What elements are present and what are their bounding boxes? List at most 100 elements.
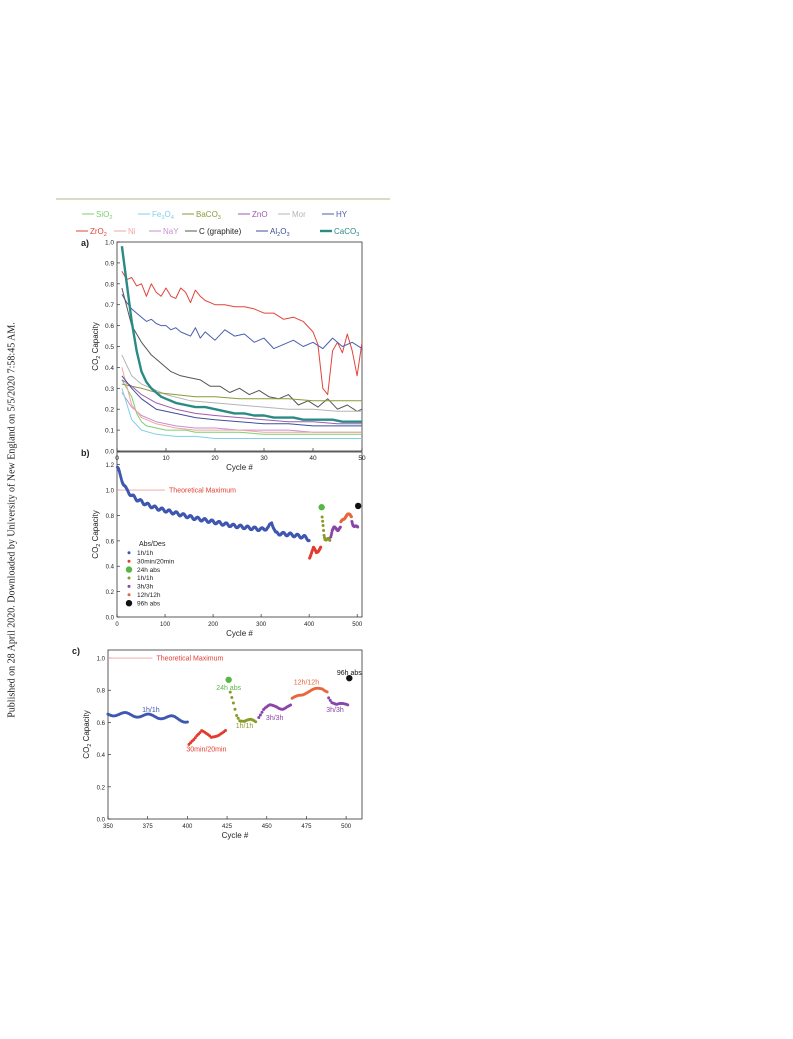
y-axis-label: CO2 Capacity <box>91 510 102 558</box>
x-tick-label: 10 <box>162 455 170 462</box>
y-axis-label: CO2 Capacity <box>82 710 93 758</box>
data-point <box>322 528 326 532</box>
x-tick-label: 450 <box>262 824 273 830</box>
y-tick-label: 0.2 <box>97 785 106 791</box>
data-point <box>328 538 332 542</box>
legend-label: NaY <box>163 227 179 236</box>
x-tick-label: 300 <box>256 622 267 628</box>
data-point <box>231 701 235 705</box>
reference-label: Theoretical Maximum <box>156 656 223 663</box>
y-tick-label: 0.0 <box>106 616 115 622</box>
annotation: 12h/12h <box>294 680 319 687</box>
legend-marker <box>125 566 133 573</box>
data-point <box>289 703 293 707</box>
x-tick-label: 475 <box>301 824 312 830</box>
annotation: 96h abs <box>337 670 362 677</box>
data-point <box>346 674 353 682</box>
legend-label: 24h abs <box>137 567 161 574</box>
legend-marker <box>127 576 131 580</box>
series-line <box>121 367 362 433</box>
data-point <box>257 716 261 720</box>
y-tick-label: 1.2 <box>106 463 115 469</box>
x-tick-label: 400 <box>304 622 315 628</box>
data-point <box>320 515 324 519</box>
x-tick-label: 500 <box>341 824 352 830</box>
reference-label: Theoretical Maximum <box>169 488 236 495</box>
legend-label: BaCO3 <box>196 210 221 221</box>
annotation: 30min/20min <box>186 746 226 753</box>
legend-label: 96h abs <box>137 600 161 607</box>
legend-label: ZrO2 <box>90 227 107 238</box>
data-point <box>223 728 227 732</box>
legend-label: 1h/1h <box>137 575 154 582</box>
y-tick-label: 0.3 <box>105 386 114 393</box>
data-point <box>318 504 325 511</box>
data-point <box>338 525 342 529</box>
figure: SiO2 Fe3O4 BaCO3 ZnO Mor HY ZrO2 Ni NaY C (graphi… <box>60 200 380 855</box>
y-tick-label: 0.6 <box>106 539 115 545</box>
x-tick-label: 30 <box>260 455 268 462</box>
legend-label: Fe3O4 <box>152 210 174 221</box>
data-point <box>321 524 325 528</box>
x-axis-label: Cycle # <box>222 831 249 840</box>
panel-label: b) <box>81 448 90 458</box>
series-line <box>121 388 362 439</box>
data-point <box>327 696 331 700</box>
y-tick-label: 0.2 <box>105 407 114 414</box>
annotation: 1h/1h <box>236 723 254 730</box>
y-tick-label: 1.0 <box>97 657 106 663</box>
data-point <box>233 707 237 711</box>
data-point <box>328 698 332 702</box>
legend-label: HY <box>336 210 348 219</box>
data-point <box>321 519 325 523</box>
x-tick-label: 425 <box>222 824 233 830</box>
y-tick-label: 0.0 <box>97 818 106 824</box>
series-line <box>121 287 363 412</box>
panel-c: 350 375 400 425 450 475 500 0.0 0.2 0.4 0.6 0.8 1.0 C… <box>72 646 363 840</box>
data-point <box>354 502 362 510</box>
series-line <box>120 246 362 423</box>
annotation: 3h/3h <box>266 715 284 722</box>
series-line <box>121 294 363 350</box>
legend-label: 1h/1h <box>137 550 154 557</box>
legend-label: 30min/20min <box>137 558 175 565</box>
y-tick-label: 0.4 <box>97 753 106 759</box>
series-line <box>121 375 362 427</box>
legend-label: C (graphite) <box>199 227 242 236</box>
plot-frame <box>116 451 363 618</box>
data-point <box>236 716 240 720</box>
x-tick-label: 100 <box>160 622 171 628</box>
data-point <box>349 515 353 519</box>
series-line <box>121 271 363 396</box>
data-point <box>260 710 264 714</box>
y-tick-label: 0.1 <box>105 428 114 435</box>
x-tick-label: 40 <box>309 455 317 462</box>
data-point <box>325 690 329 694</box>
legend-marker <box>127 551 131 555</box>
y-tick-label: 0.8 <box>97 689 106 695</box>
y-tick-label: 0.4 <box>105 365 114 372</box>
y-tick-label: 0.9 <box>105 260 114 267</box>
annotation: 3h/3h <box>326 707 344 714</box>
data-point <box>307 539 311 543</box>
top-legend: SiO2 Fe3O4 BaCO3 ZnO Mor HY ZrO2 Ni NaY C (graphi… <box>76 210 359 238</box>
panel-label: a) <box>81 238 89 248</box>
x-tick-label: 400 <box>182 824 193 830</box>
plot-frame <box>107 649 363 820</box>
data-point <box>193 736 197 740</box>
y-tick-label: 0.4 <box>106 565 115 571</box>
legend-label: Al2O3 <box>270 227 290 238</box>
x-tick-label: 200 <box>208 622 219 628</box>
x-tick-label: 0 <box>115 622 119 628</box>
legend-marker <box>125 600 133 607</box>
y-tick-label: 0.0 <box>105 449 114 456</box>
legend-label: CaCO3 <box>334 227 359 238</box>
y-axis-label: CO2 Capacity <box>91 322 102 370</box>
y-tick-label: 0.6 <box>97 721 106 727</box>
y-tick-label: 1.0 <box>105 240 114 247</box>
legend-title: Abs/Des <box>139 541 166 548</box>
header-rule <box>56 198 390 200</box>
legend-label: Ni <box>128 227 136 236</box>
y-tick-label: 0.6 <box>105 323 114 330</box>
legend-label: 12h/12h <box>137 592 161 599</box>
